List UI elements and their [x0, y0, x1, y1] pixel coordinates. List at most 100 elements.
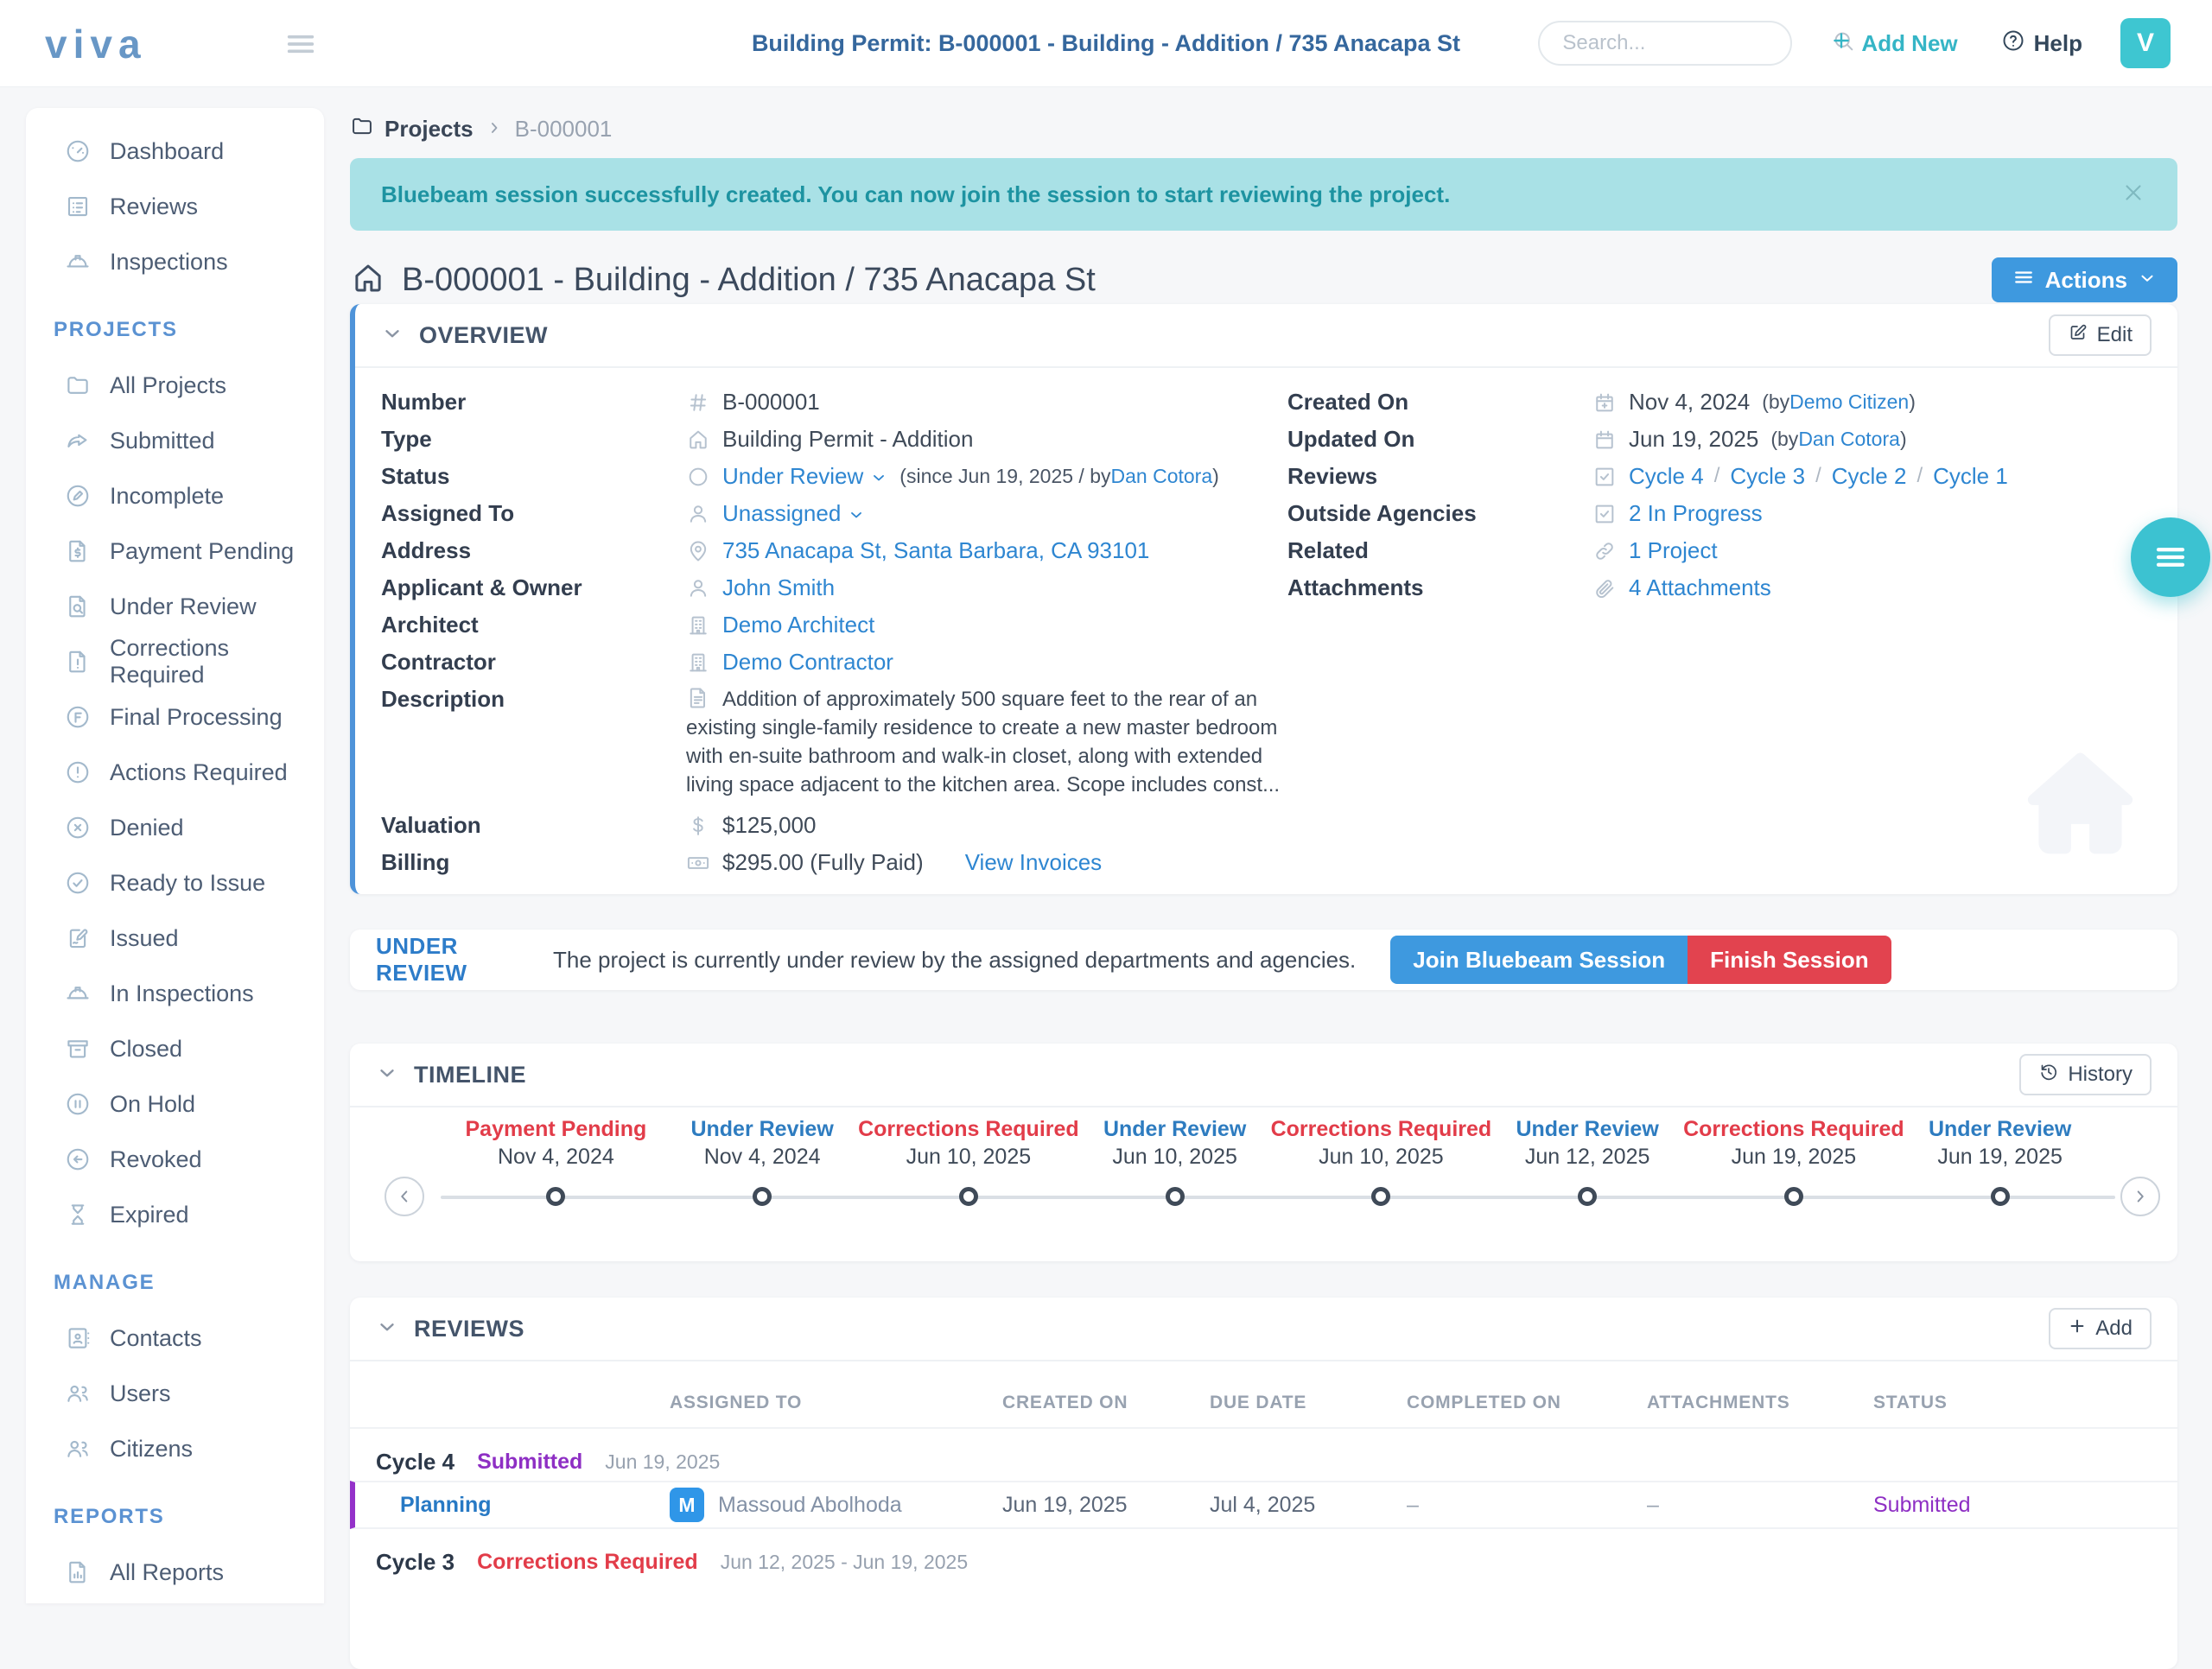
breadcrumb-projects[interactable]: Projects	[350, 114, 474, 144]
department-link[interactable]: Planning	[400, 1492, 492, 1517]
field-link[interactable]: John Smith	[722, 574, 836, 600]
help-button[interactable]: Help	[1996, 28, 2088, 60]
edit-button[interactable]: Edit	[2048, 314, 2152, 356]
sidebar-item-citizens[interactable]: Citizens	[26, 1421, 324, 1476]
field-label: Attachments	[1287, 574, 1424, 600]
timeline-event-marker	[1371, 1187, 1391, 1206]
sidebar-item-in-inspections[interactable]: In Inspections	[26, 966, 324, 1021]
field-value: 2 In Progress	[1592, 500, 1763, 526]
close-icon-slot[interactable]	[2120, 180, 2146, 210]
file-search-icon	[69, 595, 86, 618]
search-input[interactable]	[1560, 30, 1833, 56]
sidebar-item-label: Ready to Issue	[110, 869, 266, 896]
sidebar-item-contacts[interactable]: Contacts	[26, 1310, 324, 1366]
collapse-overview-icon[interactable]	[381, 322, 404, 349]
field-link[interactable]: Cycle 2	[1831, 463, 1907, 489]
sidebar-item-all-reports[interactable]: All Reports	[26, 1545, 324, 1600]
sidebar-item-closed[interactable]: Closed	[26, 1021, 324, 1076]
sidebar-item-payment-pending[interactable]: Payment Pending	[26, 524, 324, 579]
field-text: $125,000	[722, 812, 817, 838]
sidebar-item-denied[interactable]: Denied	[26, 800, 324, 855]
join-bluebeam-session-button[interactable]: Join Bluebeam Session	[1390, 936, 1688, 984]
field-dropdown[interactable]: Unassigned	[722, 500, 865, 526]
assignee-name: Massoud Abolhoda	[718, 1492, 902, 1517]
sidebar-item-on-hold[interactable]: On Hold	[26, 1076, 324, 1132]
sidebar-item-reviews[interactable]: Reviews	[26, 179, 324, 234]
user-link[interactable]: Dan Cotora	[1110, 465, 1213, 487]
search-box[interactable]	[1538, 21, 1853, 66]
quick-menu-fab[interactable]	[2131, 517, 2210, 597]
user-link[interactable]: Dan Cotora	[1798, 428, 1900, 450]
sidebar-item-users[interactable]: Users	[26, 1366, 324, 1421]
sidebar-item-under-review[interactable]: Under Review	[26, 579, 324, 634]
app-logo[interactable]: viva	[45, 22, 147, 67]
finish-session-button[interactable]: Finish Session	[1688, 936, 1891, 984]
field-link[interactable]: Cycle 4	[1629, 463, 1704, 489]
f-circle-icon	[67, 706, 89, 728]
collapse-timeline-icon[interactable]	[376, 1062, 398, 1088]
sidebar-item-issued[interactable]: Issued	[26, 911, 324, 966]
hamburger-icon	[2014, 270, 2032, 283]
field-text: B-000001	[722, 389, 820, 415]
sidebar-toggle-icon[interactable]	[283, 27, 318, 66]
invoice-icon	[69, 540, 86, 562]
timeline-event-marker	[1783, 1187, 1803, 1206]
share-icon	[67, 434, 87, 447]
overview-field: Valuation $125,000	[381, 812, 1287, 838]
user-link[interactable]: Demo Citizen	[1789, 390, 1910, 413]
add-review-button[interactable]: Add	[2049, 1308, 2152, 1349]
field-link[interactable]: 1 Project	[1629, 537, 1718, 563]
chevron-down-icon	[874, 474, 885, 480]
field-label: Address	[381, 537, 472, 563]
contact-card-icon	[68, 1328, 90, 1349]
sidebar-item-dashboard[interactable]: Dashboard	[26, 124, 324, 179]
review-row[interactable]: Planning M Massoud Abolhoda Jun 19, 2025 Jul…	[350, 1481, 2177, 1529]
chevron-left-icon	[401, 1190, 408, 1203]
field-link[interactable]: Cycle 1	[1933, 463, 2008, 489]
sidebar-item-ready-to-issue[interactable]: Ready to Issue	[26, 855, 324, 911]
sidebar-item-inspections[interactable]: Inspections	[26, 234, 324, 289]
actions-button[interactable]: Actions	[1991, 257, 2177, 302]
sidebar-item-actions-required[interactable]: Actions Required	[26, 745, 324, 800]
sidebar-item-expired[interactable]: Expired	[26, 1187, 324, 1242]
field-dropdown[interactable]: Under Review	[722, 463, 887, 489]
field-link[interactable]: Demo Architect	[722, 612, 875, 638]
field-link[interactable]: Demo Contractor	[722, 649, 893, 675]
view-invoices-link[interactable]: View Invoices	[964, 849, 1103, 875]
field-label: Number	[381, 389, 467, 415]
timeline-event: Corrections Required Jun 10, 2025	[1243, 1116, 1519, 1206]
field-link[interactable]: 4 Attachments	[1629, 574, 1771, 600]
sidebar-item-corrections-required[interactable]: Corrections Required	[26, 634, 324, 689]
building-icon	[690, 653, 707, 672]
field-value: 1 Project	[1592, 537, 1718, 563]
hamburger-icon	[287, 35, 315, 54]
sidebar-item-all-projects[interactable]: All Projects	[26, 358, 324, 413]
history-button[interactable]: History	[2019, 1054, 2152, 1095]
cycle-label: Cycle 4	[376, 1448, 455, 1475]
circle-icon	[689, 467, 708, 486]
sidebar-section-heading: REPORTS	[54, 1505, 165, 1528]
sidebar-item-incomplete[interactable]: Incomplete	[26, 468, 324, 524]
users-icon	[67, 1385, 88, 1402]
sidebar-item-final-processing[interactable]: Final Processing	[26, 689, 324, 745]
field-link[interactable]: Cycle 3	[1730, 463, 1806, 489]
sidebar-item-revoked[interactable]: Revoked	[26, 1132, 324, 1187]
timeline-prev-button[interactable]	[385, 1177, 424, 1216]
field-link[interactable]: 2 In Progress	[1629, 500, 1763, 526]
banner-text: Bluebeam session successfully created. Y…	[381, 181, 1451, 207]
overview-title: OVERVIEW	[419, 321, 549, 348]
field-value: Demo Architect	[686, 612, 874, 638]
timeline-event-status: Corrections Required	[1270, 1117, 1492, 1141]
breadcrumb-root-label: Projects	[385, 115, 474, 142]
sidebar-item-label: Under Review	[110, 593, 257, 619]
collapse-reviews-icon[interactable]	[376, 1316, 398, 1342]
timeline-next-button[interactable]	[2120, 1177, 2160, 1216]
timeline-event-marker	[546, 1187, 566, 1206]
sidebar-item-submitted[interactable]: Submitted	[26, 413, 324, 468]
user-avatar[interactable]: V	[2120, 18, 2171, 68]
home-icon	[355, 264, 381, 291]
field-link[interactable]: 735 Anacapa St, Santa Barbara, CA 93101	[722, 537, 1150, 563]
pause-circle-icon	[67, 1093, 89, 1115]
arrow-left-circle-icon	[67, 1148, 89, 1171]
add-new-button[interactable]: Add New	[1825, 29, 1962, 59]
